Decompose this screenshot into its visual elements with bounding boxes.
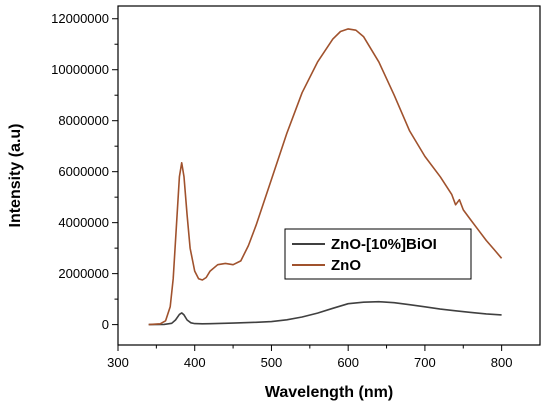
y-tick-label: 2000000	[58, 266, 109, 281]
y-tick-label: 8000000	[58, 113, 109, 128]
x-tick-label: 400	[184, 355, 206, 370]
y-tick-label: 4000000	[58, 215, 109, 230]
legend-box	[284, 228, 472, 280]
y-tick-label: 0	[102, 317, 109, 332]
y-tick-label: 12000000	[51, 11, 109, 26]
x-tick-label: 600	[337, 355, 359, 370]
plot-group	[117, 5, 541, 346]
series-line-zno-biOi	[148, 300, 502, 326]
series-line-zno	[148, 28, 503, 326]
x-tick-label: 700	[414, 355, 436, 370]
ticks-group: 300 400 500 600 700 800 0 2000000 4000000 6000000…	[51, 11, 512, 370]
legend: ZnO-[10%]BiOI ZnO	[284, 228, 472, 280]
x-axis-title: Wavelength (nm)	[265, 384, 393, 401]
x-tick-label: 300	[107, 355, 129, 370]
y-tick-label: 10000000	[51, 62, 109, 77]
y-tick-label: 6000000	[58, 164, 109, 179]
x-tick-label: 500	[261, 355, 283, 370]
plot-frame	[117, 5, 541, 346]
legend-label: ZnO	[331, 257, 361, 274]
legend-label: ZnO-[10%]BiOI	[331, 236, 437, 253]
y-axis-title: Intensity (a.u)	[7, 123, 24, 227]
x-tick-label: 800	[491, 355, 513, 370]
